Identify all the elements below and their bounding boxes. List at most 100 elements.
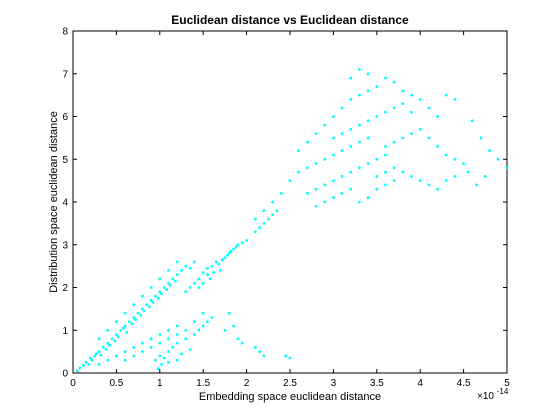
scatter-point — [149, 337, 153, 341]
scatter-point — [97, 337, 101, 341]
scatter-point — [444, 179, 448, 183]
scatter-point — [240, 341, 244, 345]
scatter-point — [75, 369, 79, 373]
scatter-point — [123, 350, 127, 353]
scatter-point — [167, 281, 170, 285]
scatter-point — [410, 175, 413, 178]
scatter-point — [84, 360, 88, 364]
scatter-point — [223, 256, 227, 259]
scatter-point — [197, 286, 201, 289]
scatter-point — [184, 264, 188, 268]
scatter-point — [358, 140, 361, 144]
scatter-point — [121, 326, 125, 330]
scatter-point — [349, 187, 353, 191]
scatter-point — [271, 200, 274, 204]
scatter-point — [418, 179, 422, 183]
scatter-point — [279, 192, 283, 195]
y-axis-label: Distribution space euclidean distance — [48, 111, 60, 293]
scatter-point — [210, 264, 214, 268]
scatter-point — [110, 337, 114, 341]
scatter-point — [123, 324, 127, 328]
scatter-point — [78, 366, 82, 370]
scatter-point — [87, 363, 90, 366]
scatter-point — [375, 115, 379, 118]
scatter-point — [314, 204, 318, 208]
scatter-point — [193, 333, 196, 336]
scatter-point — [180, 269, 183, 272]
scatter-point — [332, 153, 335, 157]
scatter-point — [217, 262, 221, 266]
scatter-point — [160, 292, 163, 296]
scatter-point — [297, 149, 301, 153]
scatter-point — [82, 363, 85, 367]
scatter-point — [229, 249, 233, 253]
x-tick-label: 5 — [504, 378, 510, 389]
scatter-point — [214, 260, 218, 264]
scatter-point — [401, 102, 405, 106]
scatter-point — [340, 106, 344, 110]
scatter-point — [220, 258, 224, 262]
scatter-point — [156, 296, 160, 300]
scatter-point — [175, 324, 179, 328]
y-tick-label: 5 — [62, 155, 68, 166]
scatter-point — [175, 260, 179, 264]
scatter-point — [227, 251, 231, 255]
scatter-point — [427, 136, 431, 140]
scatter-point — [232, 247, 236, 251]
scatter-point — [284, 354, 288, 358]
scatter-point — [167, 269, 170, 272]
scatter-point — [418, 98, 422, 101]
scatter-point — [392, 140, 396, 144]
scatter-point — [436, 115, 439, 118]
x-tick-label: 2 — [244, 378, 250, 389]
scatter-point — [340, 192, 344, 195]
scatter-point — [505, 166, 509, 170]
scatter-point — [223, 328, 227, 332]
scatter-point — [184, 290, 188, 294]
scatter-point — [323, 183, 327, 187]
scatter-point — [158, 354, 162, 358]
scatter-point — [132, 354, 136, 358]
scatter-point — [197, 328, 201, 332]
scatter-point — [171, 277, 175, 281]
scatter-point — [127, 320, 131, 324]
scatter-point — [158, 290, 162, 294]
scatter-point — [462, 162, 465, 165]
scatter-point — [167, 360, 170, 364]
scatter-point — [171, 346, 175, 349]
scatter-point — [444, 93, 448, 97]
scatter-point — [123, 358, 127, 362]
scatter-point — [366, 136, 370, 140]
scatter-point — [375, 157, 379, 161]
scatter-point — [262, 354, 266, 358]
scatter-point — [375, 175, 379, 178]
chart-title: Euclidean distance vs Euclidean distance — [171, 13, 409, 27]
x-tick-label: 3 — [331, 378, 337, 389]
scatter-point — [226, 254, 229, 257]
scatter-point — [349, 145, 353, 148]
scatter-point — [332, 179, 335, 183]
scatter-point — [102, 346, 105, 349]
scatter-point — [349, 170, 353, 174]
scatter-point — [115, 320, 118, 324]
scatter-point — [123, 311, 127, 315]
scatter-point — [384, 153, 387, 157]
scatter-point — [384, 145, 387, 148]
scatter-point — [384, 170, 387, 174]
scatter-point — [470, 119, 474, 123]
scatter-point — [232, 324, 236, 328]
scatter-point — [349, 127, 353, 131]
scatter-point — [332, 136, 335, 140]
scatter-point — [184, 337, 188, 341]
points-layer — [75, 68, 509, 373]
scatter-point — [162, 356, 166, 360]
scatter-point — [106, 341, 110, 345]
scatter-point — [141, 307, 144, 311]
scatter-point — [297, 170, 301, 174]
scatter-point — [453, 157, 457, 161]
scatter-point — [392, 166, 396, 170]
scatter-point — [158, 277, 162, 281]
scatter-point — [168, 284, 172, 287]
scatter-point — [167, 337, 170, 341]
